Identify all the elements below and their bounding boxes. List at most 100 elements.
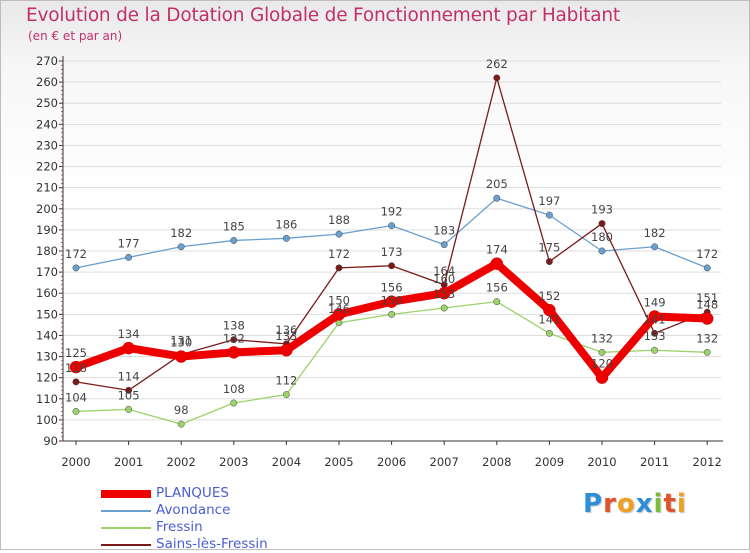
data-label: 131 bbox=[170, 333, 192, 347]
data-label: 185 bbox=[223, 219, 245, 233]
data-point bbox=[651, 329, 659, 337]
data-point bbox=[388, 310, 396, 318]
data-label: 150 bbox=[381, 293, 403, 307]
data-label: 149 bbox=[644, 295, 666, 309]
data-point bbox=[177, 420, 185, 428]
data-label: 136 bbox=[275, 323, 297, 337]
proxiti-logo: Proxiti bbox=[583, 489, 687, 519]
logo-letter: o bbox=[616, 489, 636, 519]
data-label: 151 bbox=[696, 291, 718, 305]
data-label: 108 bbox=[223, 382, 245, 396]
data-label: 160 bbox=[433, 272, 455, 286]
data-point bbox=[440, 241, 448, 249]
data-point bbox=[385, 295, 398, 308]
data-point bbox=[335, 230, 343, 238]
y-tick-label: 230 bbox=[36, 138, 58, 152]
y-tick-label: 200 bbox=[36, 202, 58, 216]
data-point bbox=[651, 243, 659, 251]
data-point bbox=[332, 308, 346, 321]
x-tick-label: 2002 bbox=[167, 455, 196, 469]
data-label: 262 bbox=[486, 57, 508, 71]
data-point bbox=[440, 304, 448, 312]
logo-letter: i bbox=[653, 489, 664, 519]
logo-letter: r bbox=[603, 489, 617, 519]
legend-label: Fressin bbox=[156, 519, 203, 535]
data-point bbox=[700, 312, 714, 325]
data-point bbox=[648, 310, 661, 323]
y-tick-label: 210 bbox=[36, 181, 58, 195]
legend-label: PLANQUES bbox=[156, 485, 229, 501]
data-point bbox=[543, 303, 556, 317]
data-label: 186 bbox=[275, 217, 297, 231]
data-point bbox=[174, 350, 188, 363]
data-label: 172 bbox=[696, 247, 718, 261]
data-label: 182 bbox=[644, 226, 666, 240]
data-point bbox=[545, 329, 553, 337]
data-point bbox=[69, 360, 83, 374]
y-tick-label: 240 bbox=[36, 117, 58, 131]
x-tick-label: 2003 bbox=[219, 455, 248, 469]
y-tick-label: 180 bbox=[36, 244, 58, 258]
data-label: 188 bbox=[328, 213, 350, 227]
y-tick-label: 160 bbox=[36, 286, 58, 300]
logo-letter: i bbox=[676, 489, 687, 519]
y-tick-label: 130 bbox=[36, 350, 58, 364]
data-label: 197 bbox=[538, 194, 560, 208]
data-label: 177 bbox=[118, 236, 140, 250]
data-label: 141 bbox=[644, 312, 666, 326]
legend-label: Avondance bbox=[156, 502, 231, 518]
data-point bbox=[125, 253, 133, 261]
data-point bbox=[125, 386, 133, 394]
data-label: 172 bbox=[65, 247, 87, 261]
legend-swatch bbox=[101, 510, 151, 512]
data-label: 114 bbox=[118, 369, 140, 383]
data-label: 205 bbox=[486, 177, 508, 191]
data-label: 192 bbox=[381, 205, 403, 219]
logo-letter: P bbox=[583, 489, 604, 519]
data-point bbox=[230, 336, 238, 344]
data-label: 112 bbox=[275, 374, 297, 388]
data-label: 156 bbox=[381, 281, 403, 295]
series-layer bbox=[69, 74, 714, 428]
data-label: 156 bbox=[486, 281, 508, 295]
data-point bbox=[703, 348, 711, 356]
data-point bbox=[493, 298, 501, 306]
x-tick-label: 2010 bbox=[587, 455, 616, 469]
y-tick-label: 220 bbox=[36, 160, 58, 174]
data-label: 174 bbox=[486, 243, 508, 257]
data-label: 134 bbox=[118, 327, 140, 341]
legend-swatch bbox=[101, 544, 151, 546]
data-point bbox=[72, 264, 80, 272]
data-label: 153 bbox=[433, 287, 455, 301]
data-point bbox=[125, 405, 133, 413]
data-label: 141 bbox=[538, 312, 560, 326]
data-label: 146 bbox=[328, 302, 350, 316]
data-label: 104 bbox=[65, 390, 87, 404]
x-tick-label: 2012 bbox=[693, 455, 722, 469]
data-label: 98 bbox=[174, 403, 189, 417]
data-label: 120 bbox=[591, 357, 613, 371]
data-label: 133 bbox=[644, 329, 666, 343]
x-tick-label: 2000 bbox=[61, 455, 90, 469]
x-tick-label: 2007 bbox=[430, 455, 459, 469]
data-point bbox=[437, 286, 451, 300]
data-point bbox=[280, 343, 293, 357]
y-tick-label: 270 bbox=[36, 54, 58, 68]
data-label: 130 bbox=[170, 336, 192, 350]
x-tick-label: 2006 bbox=[377, 455, 406, 469]
y-tick-label: 250 bbox=[36, 96, 58, 110]
data-point bbox=[72, 378, 80, 386]
data-point bbox=[598, 348, 606, 356]
axis-layer: 90 100 110 120 130 140 150 160 170 180 190 200 210 22… bbox=[36, 54, 723, 469]
x-tick-label: 2008 bbox=[482, 455, 511, 469]
y-tick-label: 140 bbox=[36, 328, 58, 342]
data-point bbox=[335, 264, 343, 272]
data-label: 180 bbox=[591, 230, 613, 244]
x-tick-label: 2004 bbox=[272, 455, 301, 469]
y-tick-label: 170 bbox=[36, 265, 58, 279]
y-tick-label: 90 bbox=[43, 434, 58, 448]
data-label: 148 bbox=[696, 298, 718, 312]
